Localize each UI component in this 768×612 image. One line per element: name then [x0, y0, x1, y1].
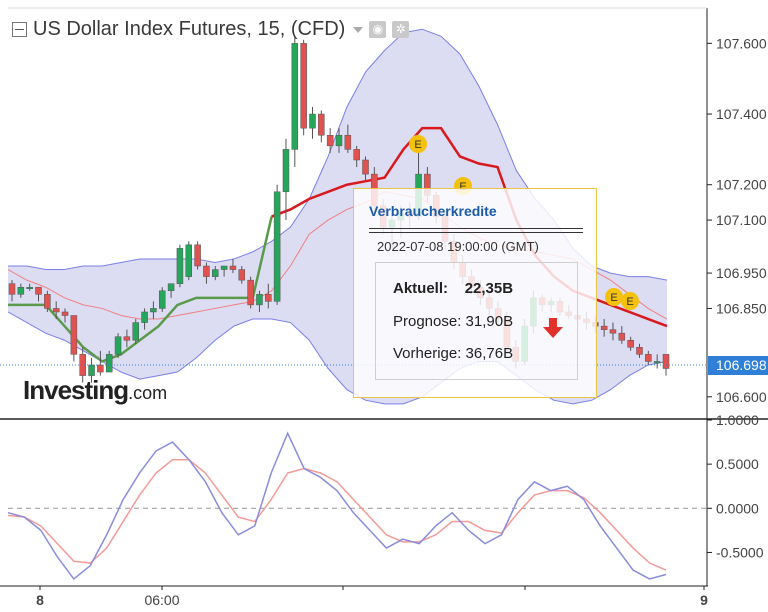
- price-tick-label: 107.100: [716, 212, 767, 228]
- candle-body: [335, 134, 343, 147]
- time-tick-label: 9: [700, 592, 708, 608]
- candle-body: [8, 283, 16, 295]
- current-price-label: 106.698: [708, 356, 768, 375]
- candle-body: [194, 244, 201, 267]
- candle-body: [176, 248, 184, 284]
- candle-body: [247, 279, 254, 306]
- supertrend-bull-line: [8, 216, 273, 363]
- candle-body: [70, 315, 78, 355]
- candle-body: [645, 354, 652, 362]
- chart-header: US Dollar Index Futures, 15, (CFD) ◉ ✲: [12, 18, 410, 41]
- candle-body: [141, 311, 148, 323]
- osc-tick-label: 0.5000: [716, 456, 759, 472]
- down-arrow-icon: [543, 318, 563, 338]
- oscillator-main-line: [7, 431, 667, 581]
- price-tick-label: 106.850: [716, 300, 767, 316]
- economic-event-popup: Verbraucherkredite 2022-07-08 19:00:00 (…: [353, 188, 597, 398]
- candle-body: [167, 283, 175, 292]
- price-tick-label: 107.200: [716, 177, 767, 193]
- candle-body: [309, 113, 316, 129]
- candle-body: [79, 354, 86, 376]
- candle-body: [17, 286, 25, 295]
- candle-body: [97, 364, 104, 373]
- gear-icon[interactable]: ✲: [392, 21, 410, 38]
- event-title[interactable]: Verbraucherkredite: [369, 203, 497, 219]
- divider: [369, 228, 583, 233]
- candle-body: [26, 286, 33, 289]
- event-values-box: Aktuell: 22,35B Prognose: 31,90B Vorheri…: [375, 262, 578, 380]
- osc-tick-label: 1.0000: [716, 412, 759, 428]
- candle-body: [353, 149, 360, 161]
- candle-body: [158, 290, 166, 309]
- chevron-down-icon[interactable]: [353, 26, 364, 33]
- bollinger-lower-line: [7, 311, 668, 405]
- candle-body: [105, 354, 113, 373]
- candle-body: [35, 286, 42, 295]
- actual-row: Aktuell: 22,35B: [393, 280, 513, 297]
- osc-tick-label: -0.5000: [716, 544, 764, 560]
- candle-body: [627, 339, 634, 348]
- candle-body: [229, 265, 237, 270]
- candle-body: [220, 265, 228, 270]
- event-marker-circle: [605, 288, 623, 306]
- investing-logo: Investing.com: [23, 375, 168, 405]
- candle-body: [265, 294, 272, 302]
- price-tick-label: 106.950: [716, 265, 767, 281]
- event-marker-label: E: [610, 292, 617, 304]
- osc-tick-label: 0.0000: [716, 500, 759, 516]
- candle-body: [212, 269, 219, 277]
- previous-row: Vorherige: 36,76B: [393, 345, 514, 362]
- price-tick-label: 107.600: [716, 35, 767, 51]
- candle-body: [326, 134, 334, 147]
- candle-body: [600, 325, 608, 330]
- event-marker-label: E: [414, 139, 421, 151]
- candle-body: [44, 294, 51, 309]
- oscillator-signal-line: [7, 458, 667, 571]
- time-tick-label: 06:00: [144, 592, 179, 608]
- price-tick-label: 106.600: [716, 389, 767, 405]
- candle-body: [114, 336, 122, 355]
- candle-body: [273, 191, 281, 302]
- candle-body: [291, 43, 299, 150]
- event-marker-label: E: [626, 296, 633, 308]
- candle-body: [52, 308, 60, 313]
- candle-body: [185, 244, 193, 277]
- candle-body: [318, 113, 325, 136]
- candle-body: [344, 134, 352, 150]
- candle-body: [61, 311, 69, 316]
- candle-body: [282, 149, 290, 193]
- event-marker-circle: [409, 135, 427, 153]
- actual-value: 22,35B: [464, 280, 514, 297]
- price-tick-label: 107.400: [716, 106, 767, 122]
- candle-body: [132, 322, 139, 341]
- candle-body: [203, 265, 210, 277]
- candle-body: [88, 364, 95, 376]
- candle-body: [662, 354, 670, 369]
- candle-body: [636, 347, 643, 355]
- actual-label: Aktuell:: [393, 280, 449, 297]
- forecast-row: Prognose: 31,90B: [393, 313, 514, 330]
- candle-body: [238, 269, 246, 281]
- camera-icon[interactable]: ◉: [369, 21, 387, 38]
- candle-body: [300, 43, 307, 129]
- candle-body: [609, 329, 617, 334]
- candle-body: [123, 336, 131, 341]
- instrument-title: US Dollar Index Futures, 15, (CFD): [33, 18, 346, 40]
- candle-body: [362, 159, 369, 175]
- candle-body: [256, 294, 263, 306]
- candle-body: [653, 361, 661, 364]
- event-datetime: 2022-07-08 19:00:00 (GMT): [377, 239, 539, 254]
- candle-body: [150, 308, 157, 313]
- event-marker-label: E: [459, 181, 466, 193]
- time-tick-label: 8: [36, 592, 44, 608]
- collapse-toggle-icon[interactable]: [12, 22, 27, 37]
- event-marker-circle: [621, 292, 639, 310]
- supertrend-bear-line: [271, 126, 668, 328]
- candle-body: [618, 332, 626, 341]
